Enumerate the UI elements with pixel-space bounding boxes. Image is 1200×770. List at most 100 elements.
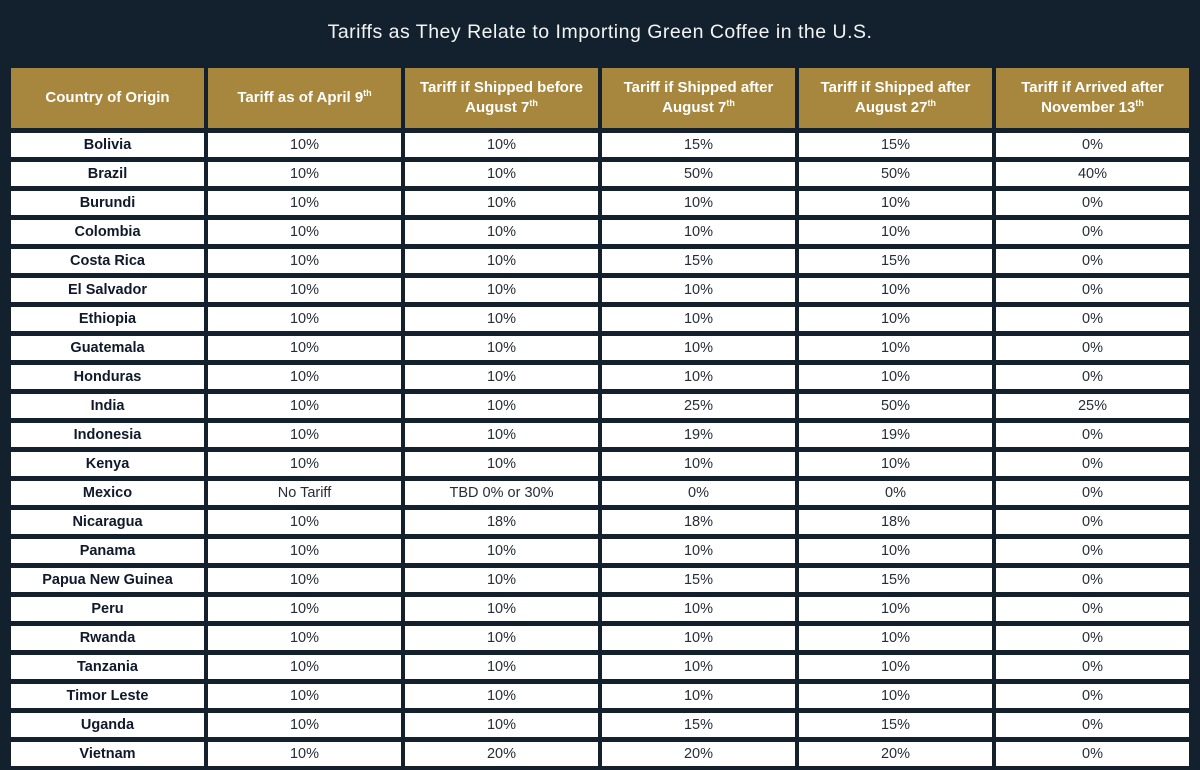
country-cell: Timor Leste xyxy=(10,683,205,709)
tariff-cell: 10% xyxy=(207,625,402,651)
tariff-cell: 20% xyxy=(404,741,599,767)
column-header-label: Tariff if Shipped after August 7 xyxy=(623,78,774,116)
column-header-5: Tariff if Arrived after November 13th xyxy=(995,67,1190,129)
tariff-cell: 10% xyxy=(404,596,599,622)
table-row: El Salvador 10% 10% 10% 10% 0% xyxy=(10,277,1190,303)
tariff-cell: 0% xyxy=(798,480,993,506)
tariff-cell: 10% xyxy=(404,190,599,216)
tariff-cell: 10% xyxy=(798,364,993,390)
tariff-cell: 25% xyxy=(995,393,1190,419)
tariff-cell: 10% xyxy=(207,683,402,709)
tariff-cell: 10% xyxy=(798,538,993,564)
tariff-cell: 10% xyxy=(207,741,402,767)
tariff-cell: 10% xyxy=(601,190,796,216)
country-cell: Honduras xyxy=(10,364,205,390)
header-row: Country of Origin Tariff as of April 9th T… xyxy=(10,67,1190,129)
tariff-cell: 10% xyxy=(404,219,599,245)
tariff-cell: 10% xyxy=(404,248,599,274)
tariff-cell: 10% xyxy=(798,625,993,651)
tariff-cell: 10% xyxy=(601,625,796,651)
country-cell: Mexico xyxy=(10,480,205,506)
tariff-cell: 15% xyxy=(798,248,993,274)
tariff-cell: 0% xyxy=(995,712,1190,738)
tariff-cell: 10% xyxy=(207,654,402,680)
tariff-cell: 10% xyxy=(207,190,402,216)
table-row: Vietnam 10% 20% 20% 20% 0% xyxy=(10,741,1190,767)
tariff-cell: 20% xyxy=(601,741,796,767)
country-cell: Ethiopia xyxy=(10,306,205,332)
tariff-cell: 10% xyxy=(404,393,599,419)
country-cell: Papua New Guinea xyxy=(10,567,205,593)
tariff-cell: 0% xyxy=(995,654,1190,680)
tariff-cell: 18% xyxy=(601,509,796,535)
tariff-cell: 10% xyxy=(404,364,599,390)
tariff-cell: 15% xyxy=(601,712,796,738)
tariff-table: Country of Origin Tariff as of April 9th T… xyxy=(8,64,1192,770)
table-row: India 10% 10% 25% 50% 25% xyxy=(10,393,1190,419)
tariff-cell: 50% xyxy=(798,393,993,419)
country-cell: Burundi xyxy=(10,190,205,216)
table-row: Guatemala 10% 10% 10% 10% 0% xyxy=(10,335,1190,361)
tariff-cell: 15% xyxy=(798,712,993,738)
tariff-cell: 0% xyxy=(995,567,1190,593)
tariff-cell: 0% xyxy=(995,364,1190,390)
country-cell: Nicaragua xyxy=(10,509,205,535)
tariff-cell: 10% xyxy=(404,625,599,651)
table-row: Brazil 10% 10% 50% 50% 40% xyxy=(10,161,1190,187)
country-cell: Bolivia xyxy=(10,132,205,158)
tariff-cell: 10% xyxy=(207,422,402,448)
table-row: Timor Leste 10% 10% 10% 10% 0% xyxy=(10,683,1190,709)
column-header-label: Tariff if Arrived after November 13 xyxy=(1021,78,1164,116)
tariff-cell: 10% xyxy=(798,277,993,303)
tariff-cell: 0% xyxy=(995,248,1190,274)
tariff-cell: 50% xyxy=(798,161,993,187)
tariff-cell: 0% xyxy=(995,538,1190,564)
tariff-cell: 15% xyxy=(601,248,796,274)
table-row: Kenya 10% 10% 10% 10% 0% xyxy=(10,451,1190,477)
tariff-cell: 10% xyxy=(404,567,599,593)
tariff-cell: 10% xyxy=(207,219,402,245)
country-cell: Costa Rica xyxy=(10,248,205,274)
tariff-cell: 10% xyxy=(798,335,993,361)
tariff-cell: 0% xyxy=(995,451,1190,477)
tariff-cell: 18% xyxy=(404,509,599,535)
table-row: Costa Rica 10% 10% 15% 15% 0% xyxy=(10,248,1190,274)
table-row: Burundi 10% 10% 10% 10% 0% xyxy=(10,190,1190,216)
tariff-cell: 18% xyxy=(798,509,993,535)
tariff-cell: 10% xyxy=(207,596,402,622)
tariff-cell: 10% xyxy=(601,683,796,709)
tariff-cell: 0% xyxy=(995,596,1190,622)
tariff-cell: 40% xyxy=(995,161,1190,187)
tariff-cell: 10% xyxy=(798,654,993,680)
country-cell: Guatemala xyxy=(10,335,205,361)
tariff-cell: 10% xyxy=(404,132,599,158)
tariff-cell: 10% xyxy=(404,654,599,680)
country-cell: Peru xyxy=(10,596,205,622)
tariff-cell: 15% xyxy=(601,132,796,158)
tariff-cell: 10% xyxy=(601,364,796,390)
country-cell: India xyxy=(10,393,205,419)
table-row: Peru 10% 10% 10% 10% 0% xyxy=(10,596,1190,622)
tariff-cell: 10% xyxy=(207,306,402,332)
tariff-cell: 10% xyxy=(601,306,796,332)
tariff-cell: 10% xyxy=(601,654,796,680)
tariff-cell: 10% xyxy=(601,335,796,361)
tariff-cell: 10% xyxy=(404,335,599,361)
tariff-cell: 15% xyxy=(798,132,993,158)
tariff-cell: 10% xyxy=(207,364,402,390)
tariff-cell: No Tariff xyxy=(207,480,402,506)
tariff-cell: 0% xyxy=(995,741,1190,767)
ordinal-suffix: th xyxy=(927,98,937,108)
tariff-cell: 0% xyxy=(601,480,796,506)
tariff-cell: 0% xyxy=(995,480,1190,506)
tariff-cell: 10% xyxy=(404,683,599,709)
country-cell: Vietnam xyxy=(10,741,205,767)
tariff-cell: 10% xyxy=(798,451,993,477)
table-row: Colombia 10% 10% 10% 10% 0% xyxy=(10,219,1190,245)
title-bar: Tariffs as They Relate to Importing Gree… xyxy=(0,0,1200,64)
tariff-cell: 10% xyxy=(798,190,993,216)
tariff-cell: 10% xyxy=(601,596,796,622)
table-row: Panama 10% 10% 10% 10% 0% xyxy=(10,538,1190,564)
tariff-cell: 10% xyxy=(798,596,993,622)
